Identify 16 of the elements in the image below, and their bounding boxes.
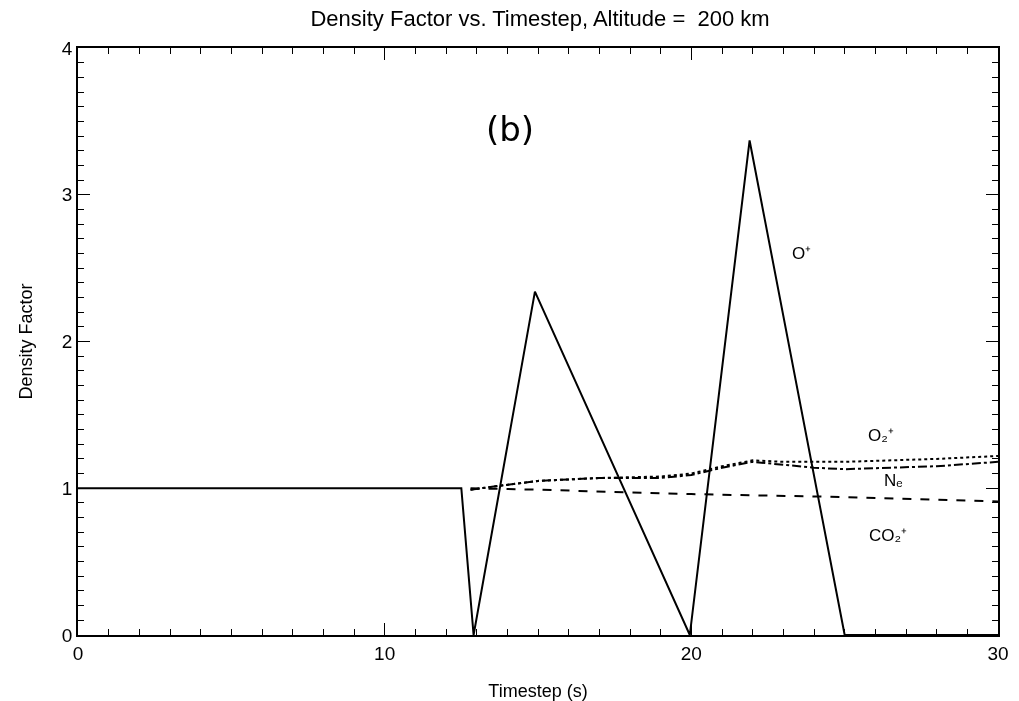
series-label: Nₑ (884, 471, 903, 490)
chart-title: Density Factor vs. Timestep, Altitude = 200 km (310, 5, 770, 31)
series-label: CO₂⁺ (869, 526, 908, 545)
x-tick-label: 10 (374, 642, 396, 664)
x-tick-label: 30 (987, 642, 1009, 664)
y-tick-label: 1 (61, 477, 73, 499)
y-tick-label: 2 (61, 331, 73, 353)
series-label: O⁺ (792, 244, 812, 263)
y-axis-title: Density Factor (15, 283, 36, 400)
series-label: O₂⁺ (868, 426, 894, 445)
y-tick-label: 3 (61, 184, 73, 206)
y-tick-label: 4 (61, 37, 73, 59)
annotation: (b) (486, 109, 535, 149)
x-axis-title: Timestep (s) (488, 681, 588, 701)
x-tick-label: 20 (680, 642, 702, 664)
y-tick-label: 0 (61, 624, 73, 646)
